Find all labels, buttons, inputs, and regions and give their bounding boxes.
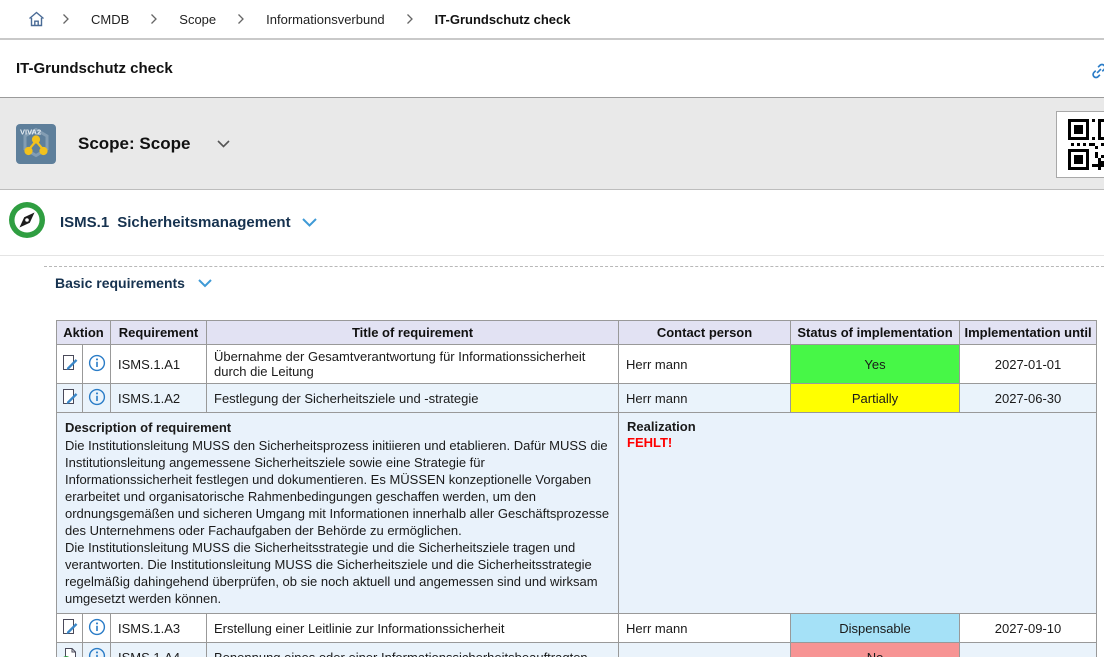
- svg-text:VIVA2: VIVA2: [20, 127, 41, 136]
- requirement-id: ISMS.1.A4: [110, 642, 208, 657]
- chevron-down-icon[interactable]: [301, 217, 318, 228]
- column-header-status: Status of implementation: [790, 320, 961, 345]
- chevron-right-icon: [237, 13, 245, 25]
- implementation-until: 2027-06-30: [959, 383, 1098, 413]
- info-icon[interactable]: [88, 354, 106, 372]
- viva2-object-icon[interactable]: VIVA2: [16, 123, 56, 164]
- column-header-title: Title of requirement: [206, 320, 620, 345]
- compass-safeguard-icon: [8, 201, 46, 244]
- implementation-until: 2027-01-01: [959, 344, 1098, 384]
- home-icon[interactable]: [28, 11, 45, 27]
- subsection-title: Basic requirements: [55, 275, 185, 291]
- status-badge: Yes: [790, 344, 961, 384]
- edit-icon[interactable]: [60, 617, 80, 637]
- realization-heading: Realization: [627, 419, 696, 434]
- breadcrumb-item-cmdb[interactable]: CMDB: [91, 11, 130, 27]
- description-heading: Description of requirement: [65, 420, 232, 435]
- table-header-row: Aktion Requirement Title of requirement …: [55, 320, 1098, 345]
- status-badge: No: [790, 642, 961, 657]
- chevron-right-icon: [62, 13, 70, 25]
- link-icon[interactable]: [1090, 62, 1104, 85]
- chevron-down-icon[interactable]: [216, 139, 231, 149]
- column-header-until: Implementation until: [959, 320, 1098, 345]
- info-icon[interactable]: [88, 618, 106, 636]
- info-icon[interactable]: [88, 647, 106, 657]
- section-title: ISMS.1 Sicherheitsmanagement: [60, 214, 291, 231]
- breadcrumb: CMDB Scope Informationsverbund IT-Grunds…: [0, 0, 1104, 40]
- edit-icon[interactable]: [60, 353, 80, 373]
- status-badge: Partially: [790, 383, 961, 413]
- column-header-contact: Contact person: [618, 320, 792, 345]
- table-row: ISMS.1.A1 Übernahme der Gesamtverantwort…: [56, 344, 1098, 384]
- column-header-aktion: Aktion: [55, 320, 112, 345]
- qr-code: [1056, 111, 1104, 178]
- section-header: ISMS.1 Sicherheitsmanagement: [0, 190, 1104, 256]
- implementation-until: 2027-09-10: [959, 613, 1098, 643]
- chevron-down-icon[interactable]: [197, 278, 213, 288]
- breadcrumb-item-informationsverbund[interactable]: Informationsverbund: [266, 11, 385, 27]
- breadcrumb-item-current: IT-Grundschutz check: [434, 11, 571, 27]
- breadcrumb-item-scope[interactable]: Scope: [179, 11, 217, 27]
- section-code: ISMS.1: [60, 214, 110, 231]
- table-row: ISMS.1.A4 Benennung eines oder einer Inf…: [56, 642, 1098, 657]
- scope-title: Scope: Scope: [78, 133, 191, 153]
- section-name: Sicherheitsmanagement: [117, 214, 291, 231]
- page-header: IT-Grundschutz check: [0, 40, 1104, 97]
- page-title: IT-Grundschutz check: [16, 60, 173, 77]
- table-row: ISMS.1.A3 Erstellung einer Leitlinie zur…: [56, 613, 1098, 643]
- subsection-header: Basic requirements: [44, 266, 1104, 291]
- contact-person: Herr mann: [618, 613, 792, 643]
- realization-status: FEHLT!: [627, 435, 673, 450]
- scope-bar: VIVA2 Scope: Scope: [0, 97, 1104, 190]
- implementation-until: [959, 642, 1098, 657]
- requirement-id: ISMS.1.A3: [110, 613, 208, 643]
- chevron-right-icon: [406, 13, 414, 25]
- info-icon[interactable]: [88, 388, 106, 406]
- contact-person: Herr mann: [618, 383, 792, 413]
- status-badge: Dispensable: [790, 613, 961, 643]
- edit-icon[interactable]: [60, 387, 80, 407]
- requirement-id: ISMS.1.A1: [110, 344, 208, 384]
- contact-person: Herr mann: [618, 344, 792, 384]
- requirement-title: Benennung eines oder einer Informationss…: [206, 642, 620, 657]
- description-paragraph: Die Institutionsleitung MUSS den Sicherh…: [65, 438, 610, 538]
- realization-cell: Realization FEHLT!: [618, 412, 1098, 614]
- requirement-title: Festlegung der Sicherheitsziele und -str…: [206, 383, 620, 413]
- add-document-icon[interactable]: [60, 646, 80, 657]
- column-header-requirement: Requirement: [110, 320, 208, 345]
- requirement-title: Übernahme der Gesamtverantwortung für In…: [206, 344, 620, 384]
- requirement-title: Erstellung einer Leitlinie zur Informati…: [206, 613, 620, 643]
- requirement-detail-row: Description of requirement Die Instituti…: [55, 412, 1098, 614]
- contact-person: [618, 642, 792, 657]
- requirement-id: ISMS.1.A2: [110, 383, 208, 413]
- description-paragraph: Die Institutionsleitung MUSS die Sicherh…: [65, 540, 598, 606]
- description-cell: Description of requirement Die Instituti…: [55, 412, 620, 614]
- chevron-right-icon: [150, 13, 158, 25]
- requirements-table: Aktion Requirement Title of requirement …: [55, 320, 1098, 657]
- table-row: ISMS.1.A2 Festlegung der Sicherheitsziel…: [56, 383, 1098, 413]
